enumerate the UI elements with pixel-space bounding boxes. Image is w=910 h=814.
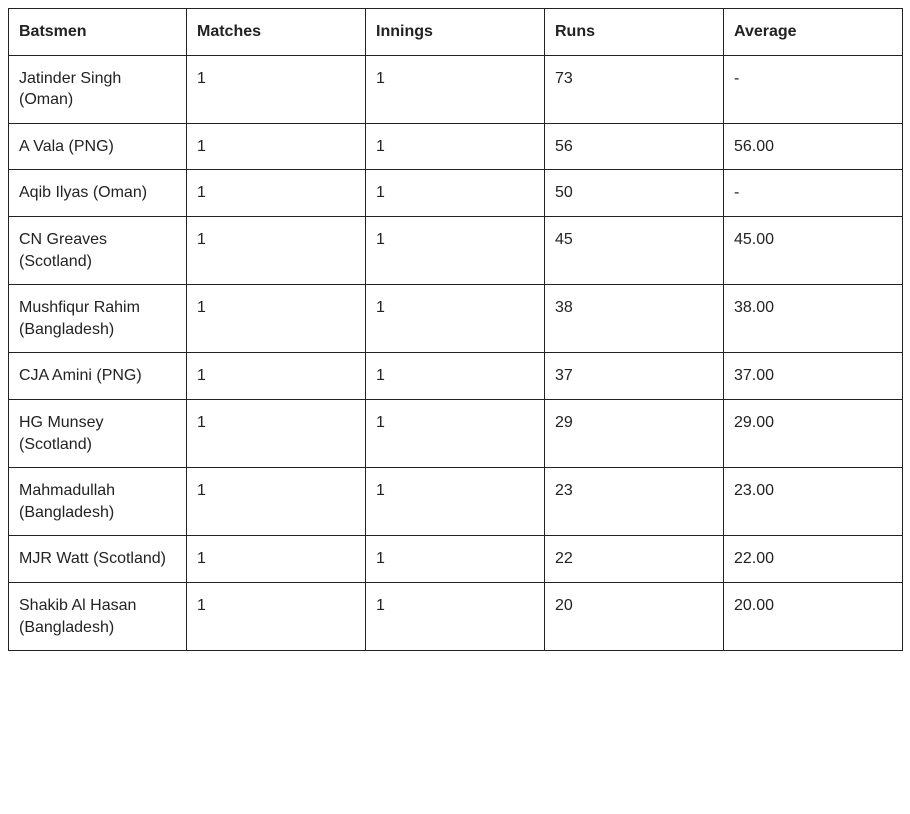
col-header-runs: Runs [545, 9, 724, 56]
cell-batsmen: Aqib Ilyas (Oman) [9, 170, 187, 217]
table-body: Jatinder Singh (Oman) 1 1 73 - A Vala (P… [9, 55, 903, 651]
cell-runs: 38 [545, 285, 724, 353]
cell-runs: 37 [545, 353, 724, 400]
cell-innings: 1 [366, 55, 545, 123]
cell-runs: 56 [545, 123, 724, 170]
cell-matches: 1 [187, 123, 366, 170]
cell-batsmen: HG Munsey (Scotland) [9, 399, 187, 467]
table-row: Aqib Ilyas (Oman) 1 1 50 - [9, 170, 903, 217]
cell-runs: 50 [545, 170, 724, 217]
cell-avg: - [724, 170, 903, 217]
cell-runs: 29 [545, 399, 724, 467]
table-row: A Vala (PNG) 1 1 56 56.00 [9, 123, 903, 170]
cell-batsmen: Mushfiqur Rahim (Bangladesh) [9, 285, 187, 353]
cell-matches: 1 [187, 285, 366, 353]
table-row: Mahmadullah (Bangladesh) 1 1 23 23.00 [9, 468, 903, 536]
cell-innings: 1 [366, 468, 545, 536]
cell-matches: 1 [187, 55, 366, 123]
table-row: MJR Watt (Scotland) 1 1 22 22.00 [9, 536, 903, 583]
cell-avg: 29.00 [724, 399, 903, 467]
cell-batsmen: Mahmadullah (Bangladesh) [9, 468, 187, 536]
cell-runs: 73 [545, 55, 724, 123]
table-row: CJA Amini (PNG) 1 1 37 37.00 [9, 353, 903, 400]
cell-runs: 23 [545, 468, 724, 536]
cell-matches: 1 [187, 353, 366, 400]
cell-batsmen: Jatinder Singh (Oman) [9, 55, 187, 123]
cell-batsmen: CN Greaves (Scotland) [9, 216, 187, 284]
table-header-row: Batsmen Matches Innings Runs Average [9, 9, 903, 56]
cell-innings: 1 [366, 285, 545, 353]
cell-matches: 1 [187, 582, 366, 650]
cell-innings: 1 [366, 353, 545, 400]
cell-avg: 37.00 [724, 353, 903, 400]
cell-runs: 22 [545, 536, 724, 583]
cell-innings: 1 [366, 582, 545, 650]
cell-avg: 38.00 [724, 285, 903, 353]
cell-innings: 1 [366, 170, 545, 217]
cell-batsmen: CJA Amini (PNG) [9, 353, 187, 400]
cell-matches: 1 [187, 399, 366, 467]
cell-innings: 1 [366, 123, 545, 170]
cell-batsmen: Shakib Al Hasan (Bangladesh) [9, 582, 187, 650]
col-header-innings: Innings [366, 9, 545, 56]
cell-batsmen: A Vala (PNG) [9, 123, 187, 170]
cell-batsmen: MJR Watt (Scotland) [9, 536, 187, 583]
cell-innings: 1 [366, 216, 545, 284]
batsmen-stats-table: Batsmen Matches Innings Runs Average Jat… [8, 8, 903, 651]
cell-runs: 20 [545, 582, 724, 650]
cell-avg: 56.00 [724, 123, 903, 170]
cell-matches: 1 [187, 170, 366, 217]
cell-avg: 20.00 [724, 582, 903, 650]
cell-avg: 22.00 [724, 536, 903, 583]
cell-avg: 23.00 [724, 468, 903, 536]
col-header-batsmen: Batsmen [9, 9, 187, 56]
col-header-average: Average [724, 9, 903, 56]
table-row: Jatinder Singh (Oman) 1 1 73 - [9, 55, 903, 123]
col-header-matches: Matches [187, 9, 366, 56]
table-row: Shakib Al Hasan (Bangladesh) 1 1 20 20.0… [9, 582, 903, 650]
cell-innings: 1 [366, 399, 545, 467]
table-head: Batsmen Matches Innings Runs Average [9, 9, 903, 56]
cell-innings: 1 [366, 536, 545, 583]
cell-matches: 1 [187, 468, 366, 536]
table-row: CN Greaves (Scotland) 1 1 45 45.00 [9, 216, 903, 284]
cell-avg: - [724, 55, 903, 123]
table-row: Mushfiqur Rahim (Bangladesh) 1 1 38 38.0… [9, 285, 903, 353]
cell-avg: 45.00 [724, 216, 903, 284]
table-row: HG Munsey (Scotland) 1 1 29 29.00 [9, 399, 903, 467]
cell-matches: 1 [187, 536, 366, 583]
cell-matches: 1 [187, 216, 366, 284]
cell-runs: 45 [545, 216, 724, 284]
